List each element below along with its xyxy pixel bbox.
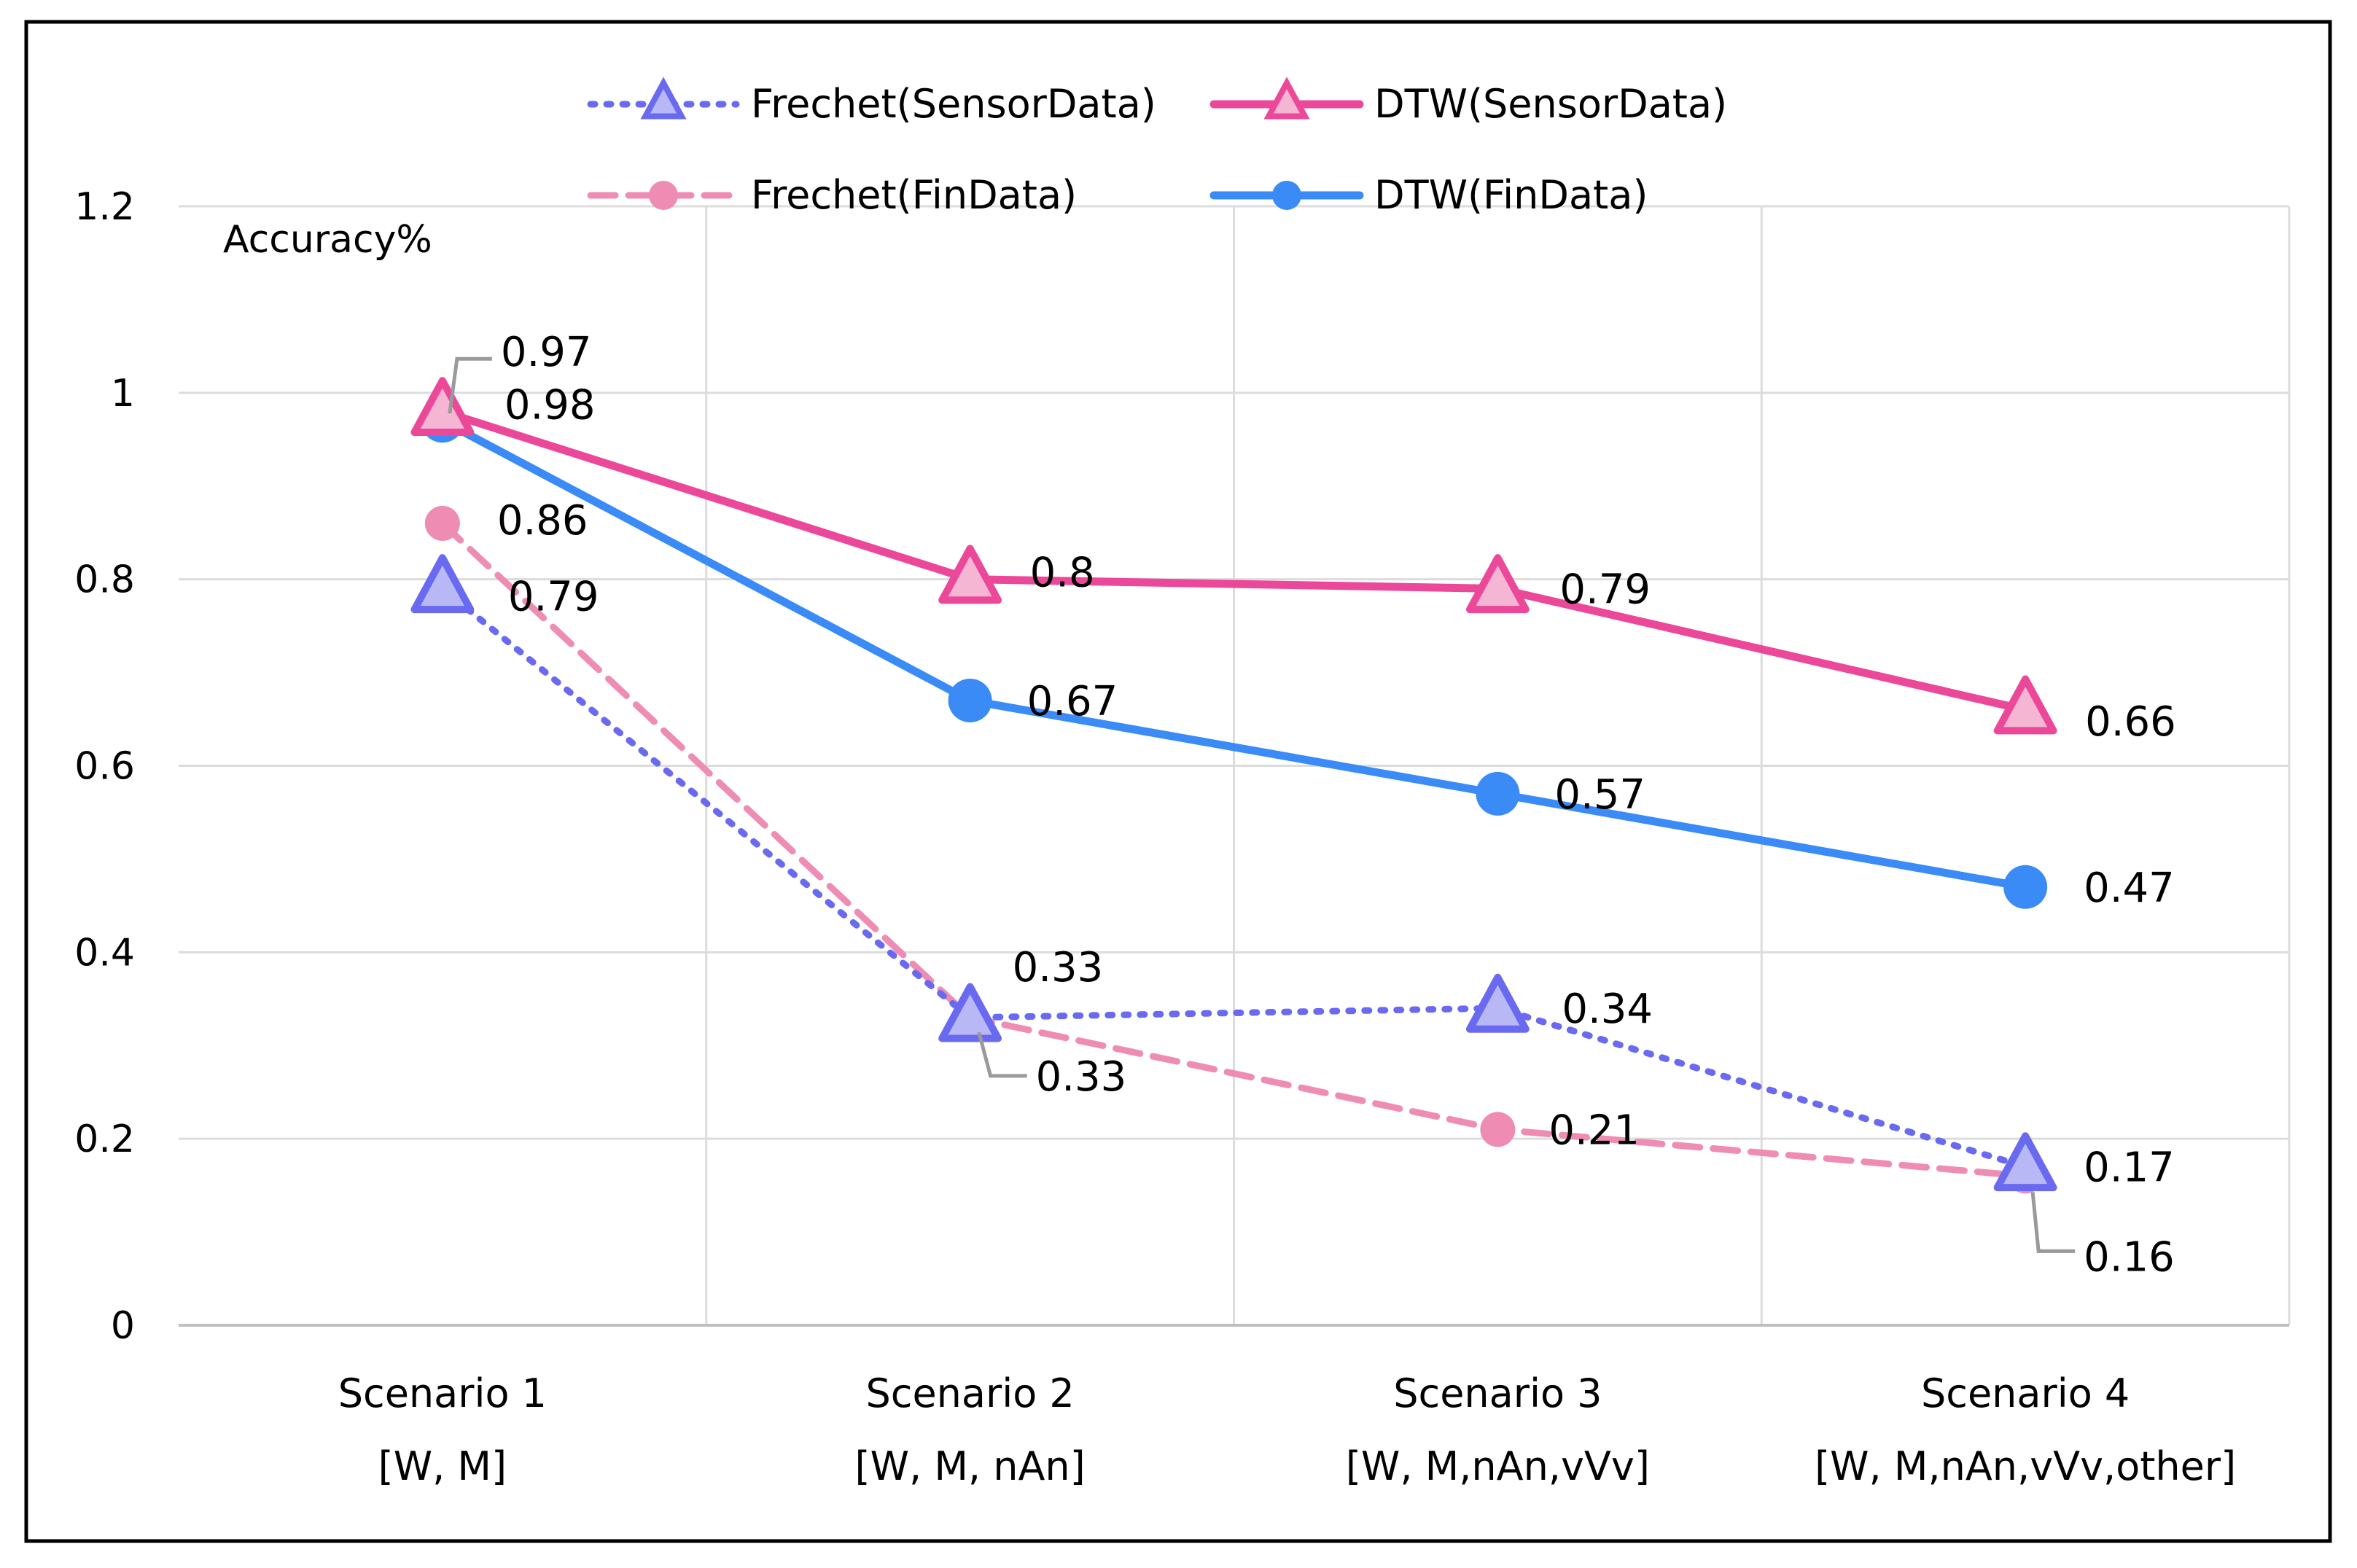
data-label: 0.47 (2084, 865, 2175, 912)
y-tick-label: 0.4 (74, 931, 135, 975)
marker-dtw-sensordata (410, 377, 475, 437)
data-label: 0.79 (508, 573, 599, 620)
marker-dtw-sensordata (1993, 675, 2057, 735)
legend-label: DTW(SensorData) (1374, 81, 1727, 127)
data-label: 0.17 (2084, 1144, 2175, 1192)
legend-swatch-marker (1272, 181, 1301, 210)
legend-item: DTW(SensorData) (1209, 77, 1727, 127)
marker-frechet-findata (424, 505, 460, 541)
data-label: 0.33 (1013, 944, 1104, 991)
marker-frechet-findata (1480, 1112, 1516, 1147)
marker-dtw-sensordata (1465, 554, 1530, 614)
x-tick-label-sub: [W, M] (378, 1443, 507, 1489)
chart-frame (24, 20, 2332, 1543)
marker-dtw-sensordata (938, 545, 1002, 604)
y-axis-title: Accuracy% (223, 218, 432, 262)
data-label: 0.34 (1562, 986, 1653, 1033)
y-tick-label: 0.2 (74, 1118, 135, 1161)
data-label: 0.16 (2084, 1233, 2175, 1281)
y-tick-label: 1.2 (74, 185, 135, 229)
data-label: 0.98 (504, 381, 596, 429)
data-label: 0.97 (501, 329, 592, 376)
legend-label: DTW(FinData) (1374, 172, 1648, 218)
x-tick-label-sub: [W, M,nAn,vVv,other] (1815, 1443, 2236, 1489)
legend-swatch-marker (649, 181, 678, 210)
series-line-dtw-findata (438, 416, 2030, 892)
legend-item: Frechet(SensorData) (587, 77, 1156, 127)
data-label: 0.79 (1559, 566, 1651, 613)
leader-line (448, 356, 492, 414)
x-tick-label: Scenario 4 (1921, 1370, 2130, 1416)
data-label: 0.21 (1548, 1107, 1640, 1154)
data-label: 0.8 (1030, 550, 1095, 597)
y-tick-label: 0.8 (74, 558, 135, 602)
legend-label: Frechet(SensorData) (751, 81, 1156, 127)
y-tick-label: 1 (111, 372, 135, 416)
series (410, 377, 2057, 1194)
data-label: 0.57 (1554, 771, 1645, 819)
leader-line (2030, 1192, 2076, 1253)
y-tick-label: 0.6 (74, 745, 135, 789)
data-label: 0.86 (497, 497, 588, 545)
legend-item: DTW(FinData) (1209, 172, 1648, 218)
legend: Frechet(SensorData) DTW(SensorData) Freche… (587, 77, 1727, 218)
marker-frechet-sensordata (1465, 973, 1530, 1033)
data-labels: 0.79 0.33 0.34 0.17 0.98 0.8 0.79 0.66 0.86 0.33 0… (448, 329, 2176, 1281)
marker-frechet-sensordata (410, 554, 475, 614)
legend-label: Frechet(FinData) (751, 172, 1077, 218)
x-tick-label: Scenario 3 (1393, 1370, 1602, 1416)
y-tick-label: 0 (111, 1304, 135, 1348)
series-line-dtw-sensordata (438, 407, 2030, 714)
leader-line (977, 1031, 1027, 1078)
x-tick-label-sub: [W, M, nAn] (855, 1443, 1086, 1489)
x-tick-label: Scenario 1 (338, 1370, 547, 1416)
legend-swatch-marker (640, 77, 687, 120)
data-label: 0.66 (2085, 698, 2176, 746)
legend-item: Frechet(FinData) (587, 172, 1077, 218)
legend-swatch-marker (1263, 77, 1310, 120)
marker-frechet-sensordata (938, 983, 1002, 1042)
data-label: 0.67 (1027, 678, 1118, 725)
marker-dtw-findata (1476, 771, 1520, 816)
marker-dtw-findata (948, 678, 992, 722)
data-label: 0.33 (1036, 1053, 1127, 1101)
series-line-frechet-findata (439, 520, 2029, 1179)
x-tick-label: Scenario 2 (865, 1370, 1074, 1416)
marker-frechet-sensordata (1993, 1132, 2057, 1192)
marker-dtw-findata (2003, 865, 2048, 909)
series-line-frechet-sensordata (439, 585, 2029, 1171)
x-tick-label-sub: [W, M,nAn,vVv] (1346, 1443, 1650, 1489)
axes: 0 0.2 0.4 0.6 0.8 1 1.2 Scenario 1 [W, M] Scenari… (74, 185, 2289, 1489)
